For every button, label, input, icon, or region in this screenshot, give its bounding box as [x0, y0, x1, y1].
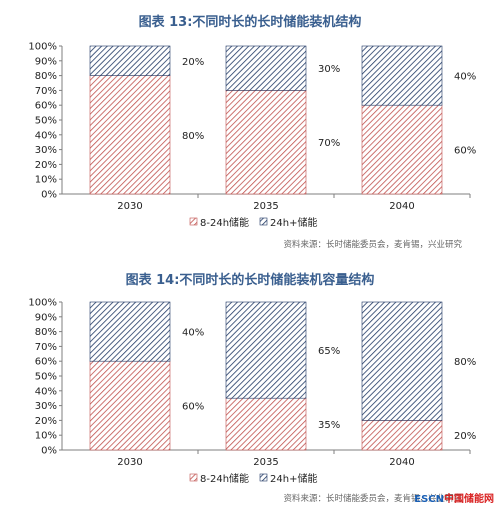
data-label: 60%	[454, 146, 476, 157]
y-tick-label: 50%	[35, 372, 57, 383]
x-tick-label: 2040	[389, 457, 414, 468]
y-tick-label: 80%	[35, 71, 57, 82]
y-tick-label: 60%	[35, 101, 57, 112]
y-tick-label: 40%	[35, 130, 57, 141]
y-tick-label: 30%	[35, 401, 57, 412]
y-tick-label: 10%	[35, 175, 57, 186]
data-label: 65%	[318, 346, 340, 357]
y-tick-label: 10%	[35, 431, 57, 442]
bar-segment-long-2035	[225, 301, 307, 399]
bar-segment-short-2035	[225, 397, 307, 451]
x-tick-label: 2035	[253, 201, 278, 212]
legend-swatch	[189, 217, 198, 226]
legend-swatch	[259, 217, 268, 226]
chart-title-13: 图表 13:不同时长的长时储能装机结构	[138, 15, 362, 30]
y-tick-label: 90%	[35, 56, 57, 67]
y-tick-label: 100%	[28, 42, 57, 53]
y-tick-label: 30%	[35, 145, 57, 156]
x-tick-label: 2035	[253, 457, 278, 468]
y-tick-label: 40%	[35, 386, 57, 397]
source-note-14: 资料来源：长时储能委员会，麦肯锡，兴业研究	[283, 494, 462, 504]
data-label: 20%	[182, 57, 204, 68]
y-tick-label: 90%	[35, 312, 57, 323]
bar-segment-long-2030	[89, 301, 171, 362]
legend-label: 24h+储能	[270, 216, 317, 229]
y-tick-label: 20%	[35, 160, 57, 171]
y-tick-label: 20%	[35, 416, 57, 427]
x-tick-label: 2030	[117, 201, 142, 212]
escn-watermark: ESCN中国储能网	[414, 494, 494, 505]
bar-segment-long-2030	[89, 45, 171, 76]
data-label: 80%	[454, 357, 476, 368]
bar-segment-long-2040	[361, 45, 443, 106]
source-note-13: 资料来源：长时储能委员会，麦肯锡，兴业研究	[283, 240, 462, 250]
bar-segment-short-2035	[225, 90, 307, 195]
y-tick-label: 70%	[35, 342, 57, 353]
data-label: 35%	[318, 420, 340, 431]
y-tick-label: 70%	[35, 86, 57, 97]
y-tick-label: 100%	[28, 298, 57, 309]
data-label: 60%	[182, 402, 204, 413]
bar-segment-long-2035	[225, 45, 307, 91]
legend-label: 8-24h储能	[200, 472, 249, 485]
bar-segment-short-2040	[361, 104, 443, 195]
chart-title-14: 图表 14:不同时长的长时储能装机容量结构	[125, 273, 375, 288]
data-label: 70%	[318, 138, 340, 149]
data-label: 20%	[454, 431, 476, 442]
data-label: 40%	[182, 328, 204, 339]
y-tick-label: 0%	[41, 190, 57, 201]
y-tick-label: 80%	[35, 327, 57, 338]
chart-14: 0% 10% 20% 30% 40% 50% 60% 70% 80% 90% 100% 60% 40% 2…	[28, 298, 476, 486]
legend-swatch	[259, 473, 268, 482]
legend-label: 24h+储能	[270, 472, 317, 485]
y-tick-label: 50%	[35, 116, 57, 127]
bar-segment-long-2040	[361, 301, 443, 421]
data-label: 30%	[318, 64, 340, 75]
data-label: 80%	[182, 131, 204, 142]
data-label: 40%	[454, 72, 476, 83]
bar-segment-short-2040	[361, 420, 443, 451]
y-tick-label: 0%	[41, 446, 57, 457]
x-tick-label: 2030	[117, 457, 142, 468]
x-tick-label: 2040	[389, 201, 414, 212]
bar-segment-short-2030	[89, 75, 171, 195]
chart-13: 0% 10% 20% 30% 40% 50% 60% 70% 80% 90% 100% 80% 20% 2…	[28, 42, 476, 230]
legend-label: 8-24h储能	[200, 216, 249, 229]
y-tick-label: 60%	[35, 357, 57, 368]
bar-segment-short-2030	[89, 360, 171, 451]
legend-swatch	[189, 473, 198, 482]
